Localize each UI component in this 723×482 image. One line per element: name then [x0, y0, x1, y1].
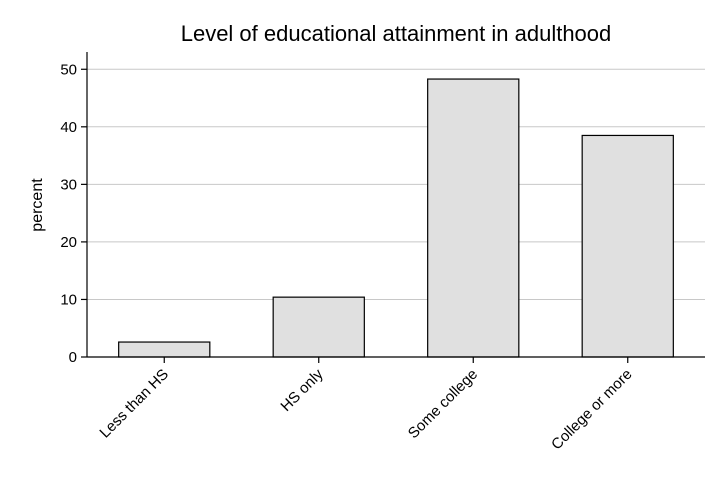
y-tick-label: 40 — [60, 119, 77, 136]
y-tick-label: 10 — [60, 291, 77, 308]
y-tick-label: 50 — [60, 61, 77, 78]
y-axis-label: percent — [29, 178, 46, 232]
y-tick-label: 20 — [60, 234, 77, 251]
y-tick-label: 30 — [60, 176, 77, 193]
x-tick-label: HS only — [277, 365, 327, 415]
bar — [272, 296, 365, 358]
y-ticks: 0 10 20 30 40 50 — [60, 61, 87, 366]
chart-title: Level of educational attainment in adult… — [181, 21, 612, 46]
bar — [581, 134, 674, 358]
bar — [427, 78, 520, 358]
x-tick-label: Less than HS — [96, 366, 172, 442]
bar — [118, 341, 211, 358]
bars — [118, 78, 674, 358]
y-tick-label: 0 — [69, 349, 77, 366]
axes — [86, 52, 705, 358]
x-ticks: Less than HS HS only Some college College o… — [96, 357, 636, 453]
x-tick-label: College or more — [548, 366, 635, 453]
x-tick-label: Some college — [405, 366, 481, 442]
